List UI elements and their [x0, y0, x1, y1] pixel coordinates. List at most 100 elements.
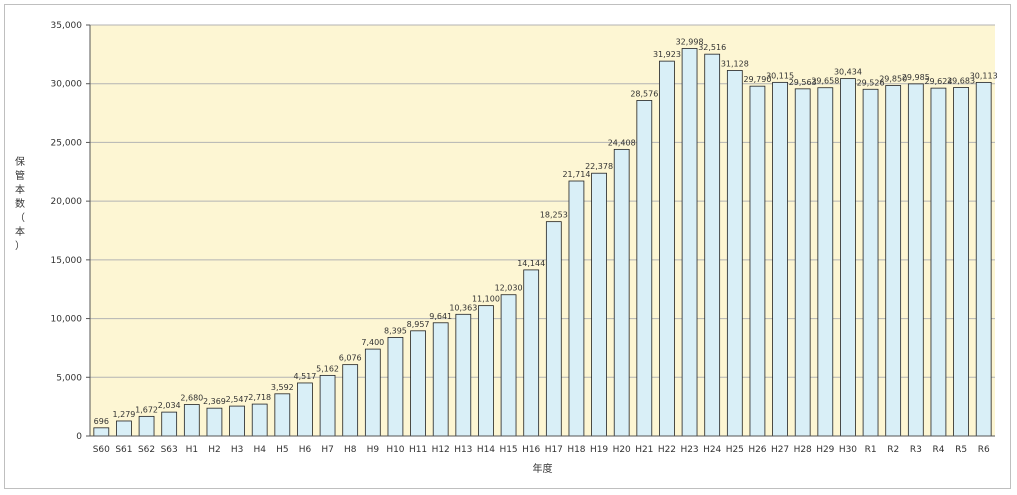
x-axis-title: 年度 — [533, 462, 553, 475]
x-tick-label: H3 — [231, 445, 244, 455]
x-tick-label: H19 — [590, 445, 608, 455]
data-label-r5: 29,683 — [947, 76, 975, 85]
x-tick-label: H17 — [545, 445, 563, 455]
y-tick-label: 20,000 — [51, 197, 83, 207]
x-tick-label: H12 — [432, 445, 450, 455]
data-label-h20: 24,408 — [608, 138, 636, 147]
data-label-r6: 30,113 — [970, 71, 998, 80]
x-tick-label: H28 — [794, 445, 812, 455]
data-label-h19: 22,378 — [585, 162, 613, 171]
bar-r2 — [885, 85, 902, 437]
data-label-h15: 12,030 — [495, 284, 523, 293]
bar-h17 — [545, 221, 562, 437]
y-tick-label: 5,000 — [56, 373, 82, 383]
bar-r4 — [930, 87, 947, 437]
x-tick-label: H18 — [567, 445, 585, 455]
data-label-h23: 32,998 — [676, 38, 704, 47]
y-axis-title: 保管本数（本） — [15, 155, 25, 252]
bar-h4 — [251, 403, 268, 437]
bars — [93, 48, 992, 437]
bar-h10 — [387, 337, 404, 437]
data-label-h16: 14,144 — [517, 259, 545, 268]
bar-h23 — [681, 48, 698, 437]
data-label-h10: 8,395 — [384, 326, 407, 335]
y-tick-label: 30,000 — [51, 80, 83, 90]
x-tick-label: R5 — [955, 445, 967, 455]
bar-h5 — [274, 393, 291, 437]
data-label-s61: 1,279 — [112, 410, 135, 419]
data-label-h5: 3,592 — [271, 383, 294, 392]
bar-h24 — [704, 53, 721, 437]
data-label-h21: 28,576 — [630, 89, 658, 98]
x-tick-label: H14 — [477, 445, 495, 455]
x-tick-label: H16 — [522, 445, 540, 455]
y-tick-label: 15,000 — [51, 256, 83, 266]
bar-h25 — [726, 70, 743, 437]
bar-h7 — [319, 374, 336, 437]
x-tick-label: S61 — [115, 445, 132, 455]
data-label-h18: 21,714 — [562, 170, 590, 179]
x-tick-label: H6 — [299, 445, 312, 455]
bar-h28 — [794, 88, 811, 437]
bar-h12 — [432, 322, 449, 437]
bar-h29 — [817, 87, 834, 437]
data-label-r1: 29,526 — [857, 78, 885, 87]
bar-h26 — [749, 85, 766, 437]
data-label-h24: 32,516 — [698, 43, 726, 52]
x-tick-label: H25 — [726, 445, 744, 455]
x-tick-label: H24 — [703, 445, 721, 455]
bar-h14 — [478, 305, 494, 437]
data-label-h3: 2,547 — [226, 395, 249, 404]
y-tick-label: 10,000 — [51, 315, 83, 325]
x-tick-label: R6 — [978, 445, 990, 455]
x-tick-label: H20 — [613, 445, 631, 455]
data-label-h2: 2,369 — [203, 397, 226, 406]
bar-h27 — [772, 81, 788, 437]
data-label-r2: 29,850 — [879, 74, 907, 83]
x-tick-label: H29 — [816, 445, 834, 455]
x-tick-label: H11 — [409, 445, 427, 455]
bar-s62 — [138, 415, 155, 437]
x-tick-label: H23 — [680, 445, 698, 455]
x-tick-label: R4 — [932, 445, 944, 455]
bar-h30 — [840, 78, 856, 437]
data-label-h1: 2,680 — [180, 394, 203, 403]
x-tick-label: H15 — [499, 445, 517, 455]
x-tick-label: H21 — [635, 445, 653, 455]
x-tick-label: H8 — [344, 445, 357, 455]
data-label-h6: 4,517 — [293, 372, 316, 381]
bar-h22 — [659, 60, 675, 437]
data-label-h12: 9,641 — [429, 312, 452, 321]
x-tick-label: S62 — [138, 445, 155, 455]
data-label-h9: 7,400 — [361, 338, 384, 347]
x-tick-label: H26 — [748, 445, 766, 455]
y-tick-label: 25,000 — [51, 138, 83, 148]
x-tick-label: H30 — [839, 445, 857, 455]
data-label-h27: 30,115 — [766, 71, 794, 80]
x-tick-label: H10 — [386, 445, 404, 455]
data-label-h8: 6,076 — [339, 354, 362, 363]
data-label-h14: 11,100 — [472, 295, 500, 304]
bar-h18 — [568, 180, 585, 437]
data-label-h13: 10,363 — [449, 303, 477, 312]
y-axis: 0 5,000 10,000 15,000 20,000 25,000 30,000 35,0… — [51, 21, 91, 442]
bar-h19 — [591, 172, 607, 437]
bar-h11 — [410, 330, 426, 437]
data-label-r4: 29,624 — [924, 77, 952, 86]
bar-s63 — [161, 411, 178, 437]
bar-h15 — [500, 294, 517, 437]
x-tick-label: S60 — [93, 445, 110, 455]
data-label-h29: 29,658 — [811, 77, 839, 86]
data-label-h4: 2,718 — [248, 393, 271, 402]
y-tick-label: 0 — [76, 432, 82, 442]
x-tick-label: S63 — [161, 445, 178, 455]
x-tick-label: H7 — [321, 445, 334, 455]
data-label-h30: 30,434 — [834, 68, 862, 77]
data-label-h26: 29,790 — [743, 75, 771, 84]
bar-h6 — [297, 382, 313, 437]
bar-h20 — [613, 148, 630, 437]
x-tick-label: R1 — [865, 445, 877, 455]
bar-r5 — [953, 87, 969, 437]
y-tick-label: 35,000 — [51, 21, 83, 31]
